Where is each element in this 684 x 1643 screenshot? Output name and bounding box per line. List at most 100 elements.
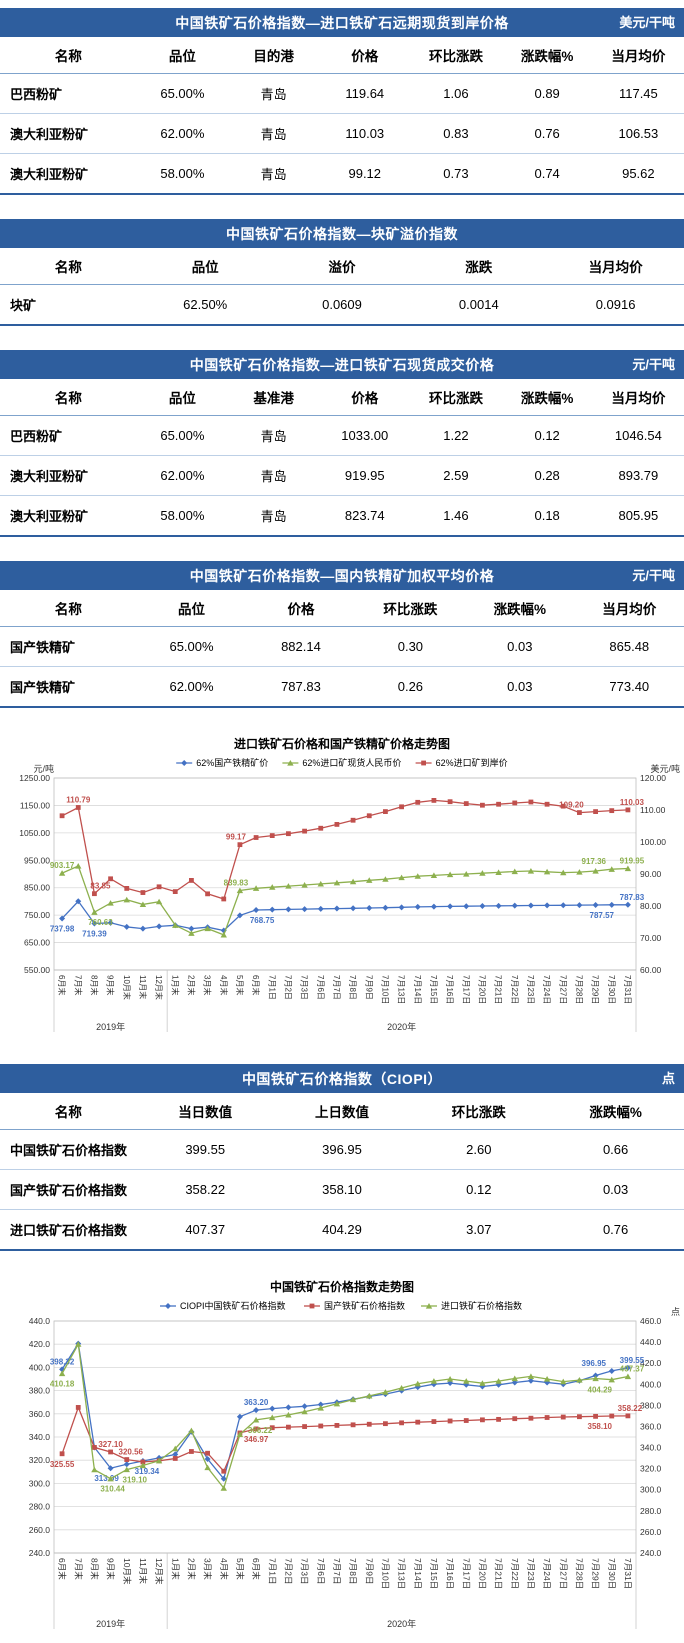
domestic-concentrate-table: 名称 品位 价格 环比涨跌 涨跌幅% 当月均价 国产铁精矿 65.00% 882.14 0.30 0… <box>0 590 684 708</box>
triangle-marker-icon <box>58 1370 66 1377</box>
diamond-marker-icon <box>172 1451 179 1458</box>
cell-value: 865.48 <box>574 626 684 667</box>
column-header: 价格 <box>319 37 411 74</box>
diamond-marker-icon <box>382 904 389 911</box>
diamond-marker-icon <box>317 905 324 912</box>
column-header: 涨跌幅% <box>501 379 593 416</box>
triangle-marker-icon <box>414 1380 421 1387</box>
column-header: 溢价 <box>273 248 411 285</box>
square-marker-icon <box>350 1422 356 1428</box>
column-header: 品位 <box>136 248 274 285</box>
diamond-marker-icon <box>253 1407 260 1414</box>
svg-text:2月末: 2月末 <box>186 975 196 995</box>
cell-value: 0.66 <box>547 1129 684 1170</box>
x-axis-labels: 6月末 7月末 8月末 9月末 10月末 11月末 12月末 1月末 2月末 3月末 4月末 5月末 6… <box>57 975 632 1004</box>
legend-item: 62%进口矿现货人民币价 <box>282 757 401 768</box>
square-marker-icon <box>189 1449 194 1454</box>
triangle-marker-icon <box>398 874 405 881</box>
triangle-marker-icon <box>155 898 163 905</box>
square-marker-icon <box>221 1468 227 1474</box>
square-marker-icon <box>286 1424 291 1430</box>
cell-value: 919.95 <box>319 455 411 496</box>
column-header: 环比涨跌 <box>410 1093 548 1130</box>
square-marker-icon <box>253 835 259 840</box>
table-unit-label: 元/干吨 <box>632 568 675 583</box>
diamond-marker-icon <box>139 925 146 932</box>
triangle-marker-icon <box>317 1405 324 1411</box>
left-axis-tick-label: 1250.00 <box>19 773 50 783</box>
triangle-marker-icon <box>398 1384 405 1391</box>
cell-value: 青岛 <box>260 509 287 524</box>
legend-label: 62%进口矿到岸价 <box>436 757 508 768</box>
import-spot-price-table: 名称 品位 基准港 价格 环比涨跌 涨跌幅% 当月均价 巴西粉矿 65.00% 青岛 1033.00… <box>0 379 684 537</box>
square-marker-icon <box>108 876 113 882</box>
svg-text:7月21日: 7月21日 <box>494 975 503 1004</box>
square-marker-icon <box>415 799 421 805</box>
square-marker-icon <box>625 807 631 813</box>
column-header: 品位 <box>136 37 228 74</box>
table-title: 中国铁矿石价格指数（CIOPI） <box>241 1070 443 1087</box>
triangle-marker-icon <box>333 1400 341 1407</box>
column-header: 当日数值 <box>136 1093 274 1130</box>
right-axis-tick-label: 60.00 <box>640 965 662 975</box>
year-label: 2020年 <box>387 1021 416 1032</box>
triangle-marker-icon <box>107 900 114 906</box>
left-axis-tick-label: 750.00 <box>24 910 50 920</box>
diamond-marker-icon <box>236 912 243 919</box>
cell-value: 65.00% <box>136 73 228 114</box>
right-axis-tick-label: 320.0 <box>640 1464 662 1474</box>
column-header: 名称 <box>0 1093 137 1130</box>
diamond-marker-icon <box>544 1379 551 1386</box>
diamond-marker-icon <box>414 1384 421 1391</box>
legend-item: 进口铁矿石价格指数 <box>421 1300 522 1311</box>
table-row: 巴西粉矿 65.00% 青岛 1033.00 1.22 0.12 1046.54 <box>0 415 684 456</box>
ciopi-price-report: 中国铁矿石价格指数—进口铁矿石远期现货到岸价格 美元/干吨 名称 品位 目的港 价格环… <box>0 8 684 1643</box>
square-marker-icon <box>431 1419 437 1424</box>
triangle-marker-icon <box>301 1408 308 1415</box>
cell-value: 青岛 <box>227 113 320 154</box>
triangle-marker-icon <box>608 1376 615 1383</box>
cell-value: 62.00% <box>169 679 214 694</box>
svg-text:7月22日: 7月22日 <box>510 975 519 1004</box>
cell-value: 3.07 <box>466 1222 492 1237</box>
square-marker-icon <box>189 878 194 883</box>
diamond-marker-icon <box>544 902 551 909</box>
cell-value: 0.12 <box>501 415 593 456</box>
right-axis-tick-label: 300.0 <box>640 1485 662 1495</box>
square-marker-icon <box>463 801 469 806</box>
square-marker-icon <box>59 1451 65 1457</box>
table-header-bar: 中国铁矿石价格指数—国内铁精矿加权平均价格 元/干吨 <box>0 561 684 590</box>
diamond-marker-icon <box>527 902 534 909</box>
triangle-marker-icon <box>123 1466 130 1473</box>
cell-value: 1.06 <box>410 73 502 114</box>
triangle-marker-icon <box>608 866 615 872</box>
diamond-marker-icon <box>165 1303 171 1309</box>
svg-text:7月6日: 7月6日 <box>316 1558 326 1584</box>
data-point-label: 787.57 <box>590 911 615 920</box>
triangle-marker-icon <box>204 925 211 932</box>
table-row: 进口铁矿石价格指数 407.37 404.29 3.07 0.76 <box>0 1210 684 1251</box>
cell-value: 0.0014 <box>458 297 499 312</box>
svg-text:7月16日: 7月16日 <box>445 975 454 1004</box>
square-marker-icon <box>625 1413 631 1419</box>
square-marker-icon <box>205 1450 210 1456</box>
square-marker-icon <box>172 1456 178 1461</box>
triangle-marker-icon <box>269 884 276 890</box>
legend-item: 62%国产铁精矿价 <box>176 757 268 768</box>
data-point-label: 407.37 <box>620 1365 645 1374</box>
left-axis-tick-label: 440.0 <box>29 1316 51 1326</box>
column-header: 价格 <box>319 379 411 416</box>
column-header-row: 名称 品位 价格 环比涨跌 涨跌幅% 当月均价 <box>0 590 684 627</box>
table-header-bar: 中国铁矿石价格指数—进口铁矿石远期现货到岸价格 美元/干吨 <box>0 8 684 37</box>
right-axis-tick-label: 380.0 <box>640 1400 662 1410</box>
svg-text:12月末: 12月末 <box>154 975 164 1000</box>
chart-title: 进口铁矿石价格和国产铁精矿价格走势图 <box>234 736 450 751</box>
svg-text:7月28日: 7月28日 <box>574 975 583 1004</box>
diamond-marker-icon <box>592 901 599 908</box>
table-row: 国产铁精矿 65.00% 882.14 0.30 0.03 865.48 <box>0 626 684 667</box>
cell-value: 0.26 <box>397 679 424 694</box>
diamond-marker-icon <box>301 906 308 913</box>
triangle-marker-icon <box>463 1378 470 1384</box>
triangle-marker-icon <box>172 922 179 928</box>
cell-value: 823.74 <box>344 508 385 523</box>
